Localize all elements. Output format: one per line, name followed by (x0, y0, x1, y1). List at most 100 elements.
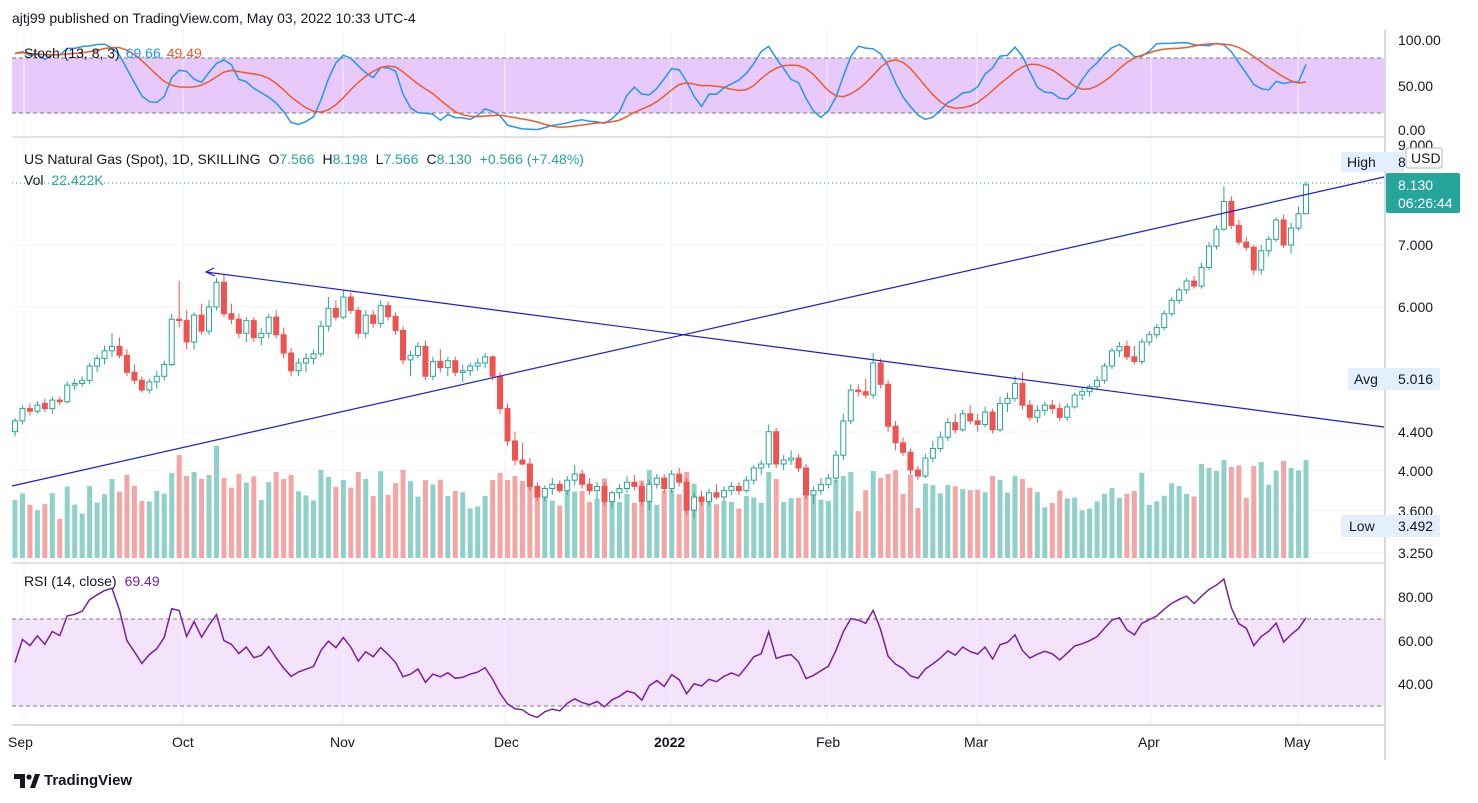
candle-body (385, 305, 392, 317)
candle-body (1079, 391, 1086, 396)
volume-legend[interactable]: Vol 22.422K (24, 172, 104, 188)
low-label: L (376, 151, 384, 167)
stoch-legend[interactable]: Stoch (13, 8, 3) 69.66 49.49 (24, 45, 202, 61)
change-value: +0.566 (+7.48%) (480, 151, 584, 167)
candle-body (1205, 245, 1212, 268)
price-candles (12, 181, 1309, 518)
currency-label[interactable]: USD (1411, 150, 1441, 166)
volume-bar (266, 482, 272, 558)
candle-body (138, 379, 145, 391)
volume-bar (1199, 463, 1205, 558)
volume-bar (803, 474, 809, 558)
candle-body (862, 391, 869, 396)
volume-bar (1266, 484, 1272, 558)
volume-bar (325, 477, 331, 558)
candle-body (922, 457, 929, 477)
volume-bar (1213, 470, 1219, 558)
volume-bar (437, 479, 443, 558)
candle-body (1161, 313, 1168, 329)
close-value: 8.130 (437, 151, 472, 167)
symbol-legend[interactable]: US Natural Gas (Spot), 1D, SKILLING O7.56… (24, 151, 584, 167)
candle-body (206, 306, 213, 332)
volume-bar (631, 502, 637, 558)
volume-bar (699, 500, 705, 558)
volume-bar (788, 498, 794, 558)
price-tick-3-25: 3.250 (1398, 545, 1433, 561)
volume-bar (184, 476, 190, 558)
volume-bar (1184, 493, 1190, 558)
tradingview-footer[interactable]: TradingView (14, 772, 132, 789)
volume-bar (855, 511, 861, 558)
candle-body (870, 362, 877, 396)
open-value: 7.566 (279, 151, 314, 167)
volume-bar (1176, 486, 1182, 558)
volume-bar (1139, 472, 1145, 558)
candle-body (549, 483, 556, 490)
candle-body (392, 315, 399, 331)
candle-body (653, 477, 660, 485)
candle-body (1213, 228, 1220, 247)
stoch-k-line (14, 41, 1307, 131)
candle-body (459, 370, 466, 373)
rsi-legend[interactable]: RSI (14, close) 69.49 (24, 573, 160, 589)
volume-bar (1027, 487, 1033, 558)
volume-bar (937, 493, 943, 558)
publisher-header: ajtj99 published on TradingView.com, May… (12, 10, 416, 26)
tradingview-logo-icon (14, 773, 40, 788)
candle-body (1138, 341, 1145, 362)
volume-bar (273, 472, 279, 558)
volume-bar (728, 501, 734, 558)
volume-bar (251, 476, 257, 558)
volume-bar (221, 478, 227, 558)
volume-bar (169, 473, 175, 558)
candle-body (720, 490, 727, 498)
descending-trendline[interactable] (205, 271, 1385, 428)
candle-body (482, 356, 489, 364)
candle-body (377, 305, 384, 324)
candle-body (706, 492, 713, 502)
candle-body (788, 457, 795, 461)
candle-body (153, 375, 160, 383)
rsi-tick-80: 80.00 (1398, 589, 1433, 605)
ascending-trendline[interactable] (11, 176, 1385, 487)
volume-bar (669, 490, 675, 558)
trendline-arrowhead (204, 267, 216, 277)
volume-bar (557, 505, 563, 558)
volume-bar (1288, 468, 1294, 558)
volume-bar (975, 489, 981, 558)
candle-body (608, 492, 615, 502)
candle-body (997, 402, 1004, 431)
high-badge (1341, 152, 1404, 172)
volume-bar (1072, 497, 1078, 558)
volume-bar (907, 474, 913, 558)
time-label-nov: Nov (330, 734, 355, 750)
volume-bar (1064, 498, 1070, 558)
volume-bar (452, 490, 458, 558)
candle-body (1034, 409, 1041, 418)
candle-body (220, 281, 227, 315)
volume-bar (131, 486, 137, 558)
volume-bar (1296, 470, 1302, 558)
candle-body (914, 469, 921, 477)
avg-badge-label: Avg (1354, 371, 1378, 387)
candle-body (1131, 356, 1138, 362)
volume-bar (49, 493, 55, 558)
volume-bar (825, 500, 831, 558)
volume-bar (579, 491, 585, 558)
rsi-line (14, 577, 1307, 719)
volume-bar (393, 483, 399, 558)
time-label-may: May (1284, 734, 1310, 750)
volume-bar (1228, 467, 1234, 558)
candle-body (347, 296, 354, 311)
currency-badge[interactable] (1405, 147, 1443, 169)
candle-body (235, 318, 242, 334)
candle-body (780, 459, 787, 465)
candle-body (49, 399, 56, 410)
volume-bar (199, 479, 205, 558)
volume-bar (1109, 488, 1115, 558)
candle-body (123, 354, 130, 373)
candle-body (1235, 224, 1242, 243)
candle-body (310, 353, 317, 359)
candle-body (34, 404, 41, 412)
